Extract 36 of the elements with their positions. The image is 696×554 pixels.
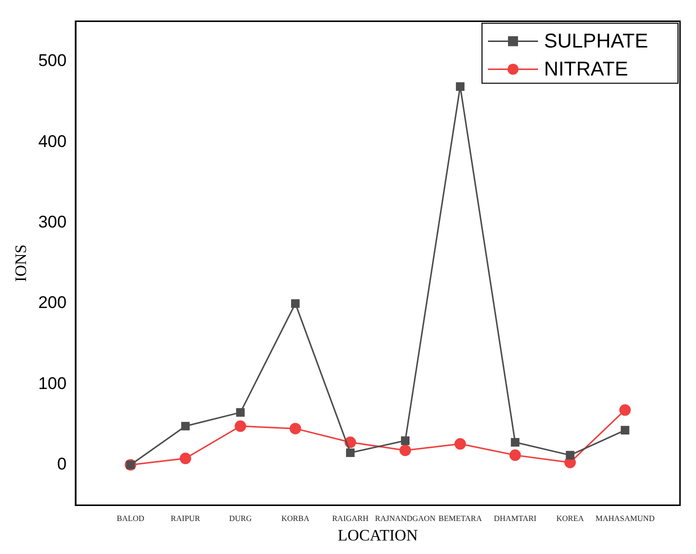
- x-tick-label: MAHASAMUND: [595, 514, 655, 524]
- legend-label: SULPHATE: [544, 30, 648, 53]
- point: [346, 448, 355, 458]
- point: [291, 299, 300, 308]
- x-tick-label: RAJNANDGAON: [375, 514, 436, 524]
- point: [234, 420, 246, 432]
- point: [180, 452, 192, 464]
- x-tick-label: RAIGARH: [332, 514, 369, 524]
- point: [181, 422, 190, 430]
- point: [456, 82, 464, 91]
- point: [620, 426, 630, 434]
- point: [400, 444, 412, 456]
- y-tick-label: 0: [57, 454, 67, 474]
- point: [619, 404, 631, 416]
- x-tick-label: KOREA: [556, 514, 584, 524]
- y-tick-label: 400: [38, 132, 67, 151]
- point: [290, 422, 302, 434]
- x-tick-label: RAIPUR: [170, 514, 201, 524]
- point: [236, 408, 245, 417]
- x-tick-label: DHAMTARI: [494, 514, 537, 524]
- y-tick-label: 500: [38, 51, 67, 70]
- x-tick-label: BEMETARA: [438, 514, 482, 524]
- point: [509, 449, 521, 461]
- y-tick-label: 200: [38, 293, 67, 312]
- point: [510, 438, 520, 447]
- point: [400, 436, 410, 445]
- y-axis-title: IONS: [12, 244, 30, 282]
- x-tick-label: DURG: [229, 514, 252, 524]
- y-tick-label: 300: [38, 212, 67, 232]
- y-tick-label: 100: [38, 374, 67, 393]
- x-axis-title: LOCATION: [338, 528, 418, 545]
- legend-label: NITRATE: [544, 58, 628, 81]
- point: [454, 438, 466, 450]
- x-tick-label: KORBA: [281, 514, 310, 524]
- point: [566, 450, 574, 460]
- x-tick-label: BALOD: [116, 514, 145, 524]
